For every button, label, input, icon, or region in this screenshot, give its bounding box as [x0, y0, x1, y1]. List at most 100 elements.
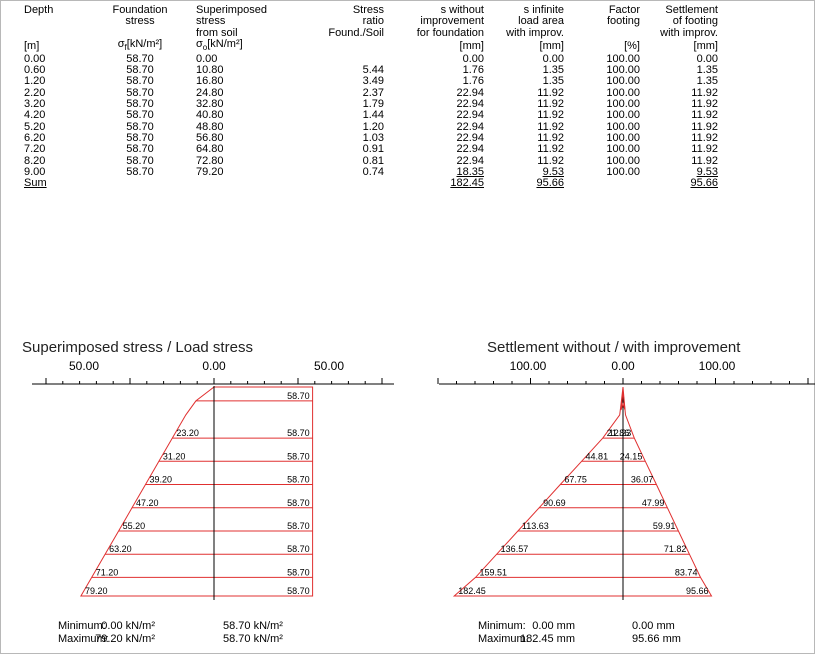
column-header: Stress — [352, 4, 384, 16]
bar-value-label: 47.99 — [642, 498, 665, 508]
bar-value-label: 90.69 — [543, 498, 566, 508]
table-row: 3.20 58.70 32.80 1.79 22.94 11.92 100.00 11.92 — [24, 97, 718, 110]
table-row: 8.20 58.70 72.80 0.81 22.94 11.92 100.00 11.92 — [24, 154, 718, 167]
table-cell: 11.92 — [691, 143, 718, 156]
bar-value-label: 67.75 — [564, 475, 587, 485]
maximum-label: Maximum: — [478, 633, 529, 645]
table-cell: 11.92 — [537, 97, 564, 110]
table-cell: 3.49 — [362, 75, 384, 88]
maximum-right-value: 58.70 kN/m² — [223, 633, 283, 645]
header-row: stress stress ratio improvement load area foo… — [24, 15, 718, 28]
table-cell: 11.92 — [691, 109, 718, 122]
table-cell: 0.00 — [542, 52, 564, 65]
column-header: from soil — [196, 26, 238, 39]
unit-cell: [mm] — [693, 39, 718, 52]
bar-value-label: 71.20 — [96, 567, 119, 577]
table-cell: 9.53 — [696, 166, 718, 178]
table-cell: 58.70 — [126, 75, 154, 88]
table-cell: 0.60 — [24, 63, 46, 76]
table-row: 6.20 58.70 56.80 1.03 22.94 11.92 100.00 11.92 — [24, 131, 718, 144]
column-header: footing — [606, 15, 640, 28]
table-row: 1.20 58.70 16.80 3.49 1.76 1.35 100.00 1.35 — [24, 75, 718, 88]
table-cell: 100.00 — [606, 75, 640, 88]
table-cell: 100.00 — [606, 120, 640, 133]
table-cell: 10.80 — [196, 63, 224, 76]
maximum-label: Maximum: — [58, 633, 109, 645]
table-cell: 0.00 — [696, 52, 718, 65]
column-header: stress — [196, 15, 226, 28]
table-cell: 40.80 — [196, 109, 224, 122]
bar-value-label: 47.20 — [136, 498, 159, 508]
table-row: 9.00 58.70 79.20 0.74 18.35 9.53 100.00 9.53 — [24, 166, 718, 178]
column-header: s infinite — [523, 4, 564, 16]
maximum-right-value: 95.66 mm — [632, 633, 681, 645]
table-cell: 11.92 — [537, 154, 564, 167]
table-row: 0.60 58.70 10.80 5.44 1.76 1.35 100.00 1.35 — [24, 63, 718, 76]
table-cell: 100.00 — [606, 86, 640, 99]
units-row: [m] σf[kN/m²] σo[kN/m²] [mm] [mm] [%] [mm] — [24, 39, 718, 54]
bar-value-label: 23.20 — [176, 428, 199, 438]
table-cell: 48.80 — [196, 120, 224, 133]
table-row: 5.20 58.70 48.80 1.20 22.94 11.92 100.00 11.92 — [24, 120, 718, 133]
table-row: 4.20 58.70 40.80 1.44 22.94 11.92 100.00 11.92 — [24, 109, 718, 122]
table-cell: 100.00 — [606, 52, 640, 65]
table-cell: 58.70 — [126, 97, 154, 110]
table-cell: 22.94 — [456, 131, 484, 144]
table-cell: 11.92 — [537, 120, 564, 133]
table-cell: 100.00 — [606, 143, 640, 156]
column-header: of footing — [672, 15, 718, 28]
bar-value-label: 55.20 — [123, 521, 146, 531]
bar-value-label: 44.81 — [586, 451, 609, 461]
minimum-right-value: 58.70 kN/m² — [223, 620, 283, 632]
table-cell: 11.92 — [691, 154, 718, 167]
column-header: with improv. — [506, 26, 564, 39]
table-cell: 16.80 — [196, 75, 224, 88]
unit-cell: σf[kN/m²] — [117, 38, 163, 53]
header-row: from soil Found./Soil for foundation with i… — [24, 26, 718, 39]
sum-cell: Sum — [24, 177, 47, 190]
bar-value-label: 136.57 — [501, 544, 529, 554]
table-cell: 64.80 — [196, 143, 224, 156]
left-series-outline — [80, 386, 215, 597]
table-cell: 0.00 — [196, 52, 218, 65]
unit-cell: [mm] — [459, 39, 484, 52]
table-cell: 0.81 — [362, 154, 384, 167]
sum-cell: 95.66 — [536, 177, 564, 190]
x-tick-label: 100.00 — [510, 359, 547, 373]
table-cell: 1.35 — [542, 63, 564, 76]
table-cell: 100.00 — [606, 97, 640, 110]
table-cell: 0.00 — [24, 52, 46, 65]
table-cell: 100.00 — [606, 131, 640, 144]
table-cell: 11.92 — [537, 109, 564, 122]
bar-value-label: 21.86 — [607, 428, 630, 438]
table-row: 0.00 58.70 0.00 0.00 0.00 100.00 0.00 — [24, 52, 718, 65]
right-series-outline — [622, 386, 713, 597]
right-series-outline — [214, 386, 314, 597]
table-cell: 0.91 — [362, 143, 384, 156]
bar-value-label: 95.66 — [686, 586, 709, 596]
column-header: with improv. — [660, 26, 718, 39]
minimum-right-value: 0.00 mm — [632, 620, 675, 632]
bar-value-label: 58.70 — [287, 521, 310, 531]
bar-value-label: 39.20 — [149, 475, 172, 485]
column-header: Foundation — [112, 4, 168, 16]
bar-value-label: 159.51 — [479, 567, 507, 577]
column-header: for foundation — [416, 26, 484, 39]
column-header: Factor — [608, 4, 640, 16]
table-cell: 72.80 — [196, 154, 224, 167]
column-header: Settlement — [665, 4, 718, 16]
table-cell: 11.92 — [691, 97, 718, 110]
table-cell: 58.70 — [126, 143, 154, 156]
bar-value-label: 58.70 — [287, 451, 310, 461]
bar-value-label: 12.23 — [609, 428, 632, 438]
table-cell: 2.37 — [362, 86, 384, 99]
table-cell: 58.70 — [126, 86, 154, 99]
column-header: ratio — [362, 15, 384, 28]
table-cell: 22.94 — [456, 97, 484, 110]
table-cell: 100.00 — [606, 109, 640, 122]
table-cell: 1.35 — [696, 75, 718, 88]
table-cell: 2.20 — [24, 86, 46, 99]
unit-cell: [%] — [624, 39, 640, 52]
table-cell: 11.92 — [691, 120, 718, 133]
table-cell: 58.70 — [126, 166, 154, 178]
